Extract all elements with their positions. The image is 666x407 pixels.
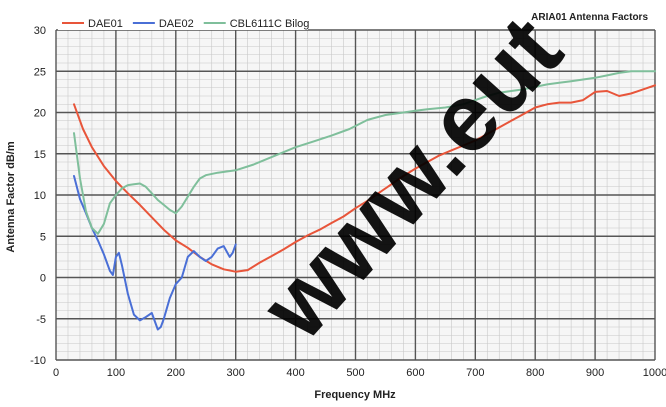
y-tick-label: 25 bbox=[34, 66, 46, 78]
series-layer bbox=[73, 70, 656, 331]
series-line-dae02 bbox=[73, 175, 237, 331]
x-axis-ticks: 0 100 200 300 400 500 600 700 800 900 1000 bbox=[53, 367, 666, 379]
major-grid bbox=[55, 29, 656, 361]
y-tick-label: 30 bbox=[34, 25, 46, 37]
series-line-dae01 bbox=[73, 84, 656, 273]
x-tick-label: 600 bbox=[406, 367, 424, 379]
series-line-cbl6111c-bilog bbox=[73, 70, 656, 235]
legend: DAE01 DAE02 CBL6111C Bilog bbox=[58, 16, 309, 30]
x-axis-title: Frequency MHz bbox=[314, 389, 396, 401]
y-tick-label: 15 bbox=[34, 149, 46, 161]
legend-background bbox=[58, 16, 308, 30]
y-tick-label: 0 bbox=[40, 273, 46, 285]
x-tick-label: 1000 bbox=[643, 367, 666, 379]
y-tick-label: -10 bbox=[30, 355, 46, 367]
x-tick-label: 300 bbox=[227, 367, 245, 379]
y-tick-label: 10 bbox=[34, 190, 46, 202]
y-axis-title: Antenna Factor dB/m bbox=[5, 141, 17, 252]
x-tick-label: 100 bbox=[107, 367, 125, 379]
chart-title: ARIA01 Antenna Factors bbox=[531, 12, 648, 23]
x-tick-label: 500 bbox=[346, 367, 364, 379]
y-tick-label: 20 bbox=[34, 108, 46, 120]
legend-label-cbl6111c-bilog: CBL6111C Bilog bbox=[230, 18, 310, 30]
x-tick-label: 800 bbox=[526, 367, 544, 379]
x-tick-label: 0 bbox=[53, 367, 59, 379]
x-tick-label: 700 bbox=[466, 367, 484, 379]
x-tick-label: 900 bbox=[586, 367, 604, 379]
x-tick-label: 200 bbox=[167, 367, 185, 379]
y-tick-label: -5 bbox=[36, 314, 46, 326]
x-tick-label: 400 bbox=[286, 367, 304, 379]
legend-label-dae01: DAE01 bbox=[88, 18, 123, 30]
y-axis-ticks: -10 -5 0 5 10 15 20 25 30 bbox=[30, 25, 46, 367]
y-tick-label: 5 bbox=[40, 231, 46, 243]
legend-label-dae02: DAE02 bbox=[159, 18, 194, 30]
